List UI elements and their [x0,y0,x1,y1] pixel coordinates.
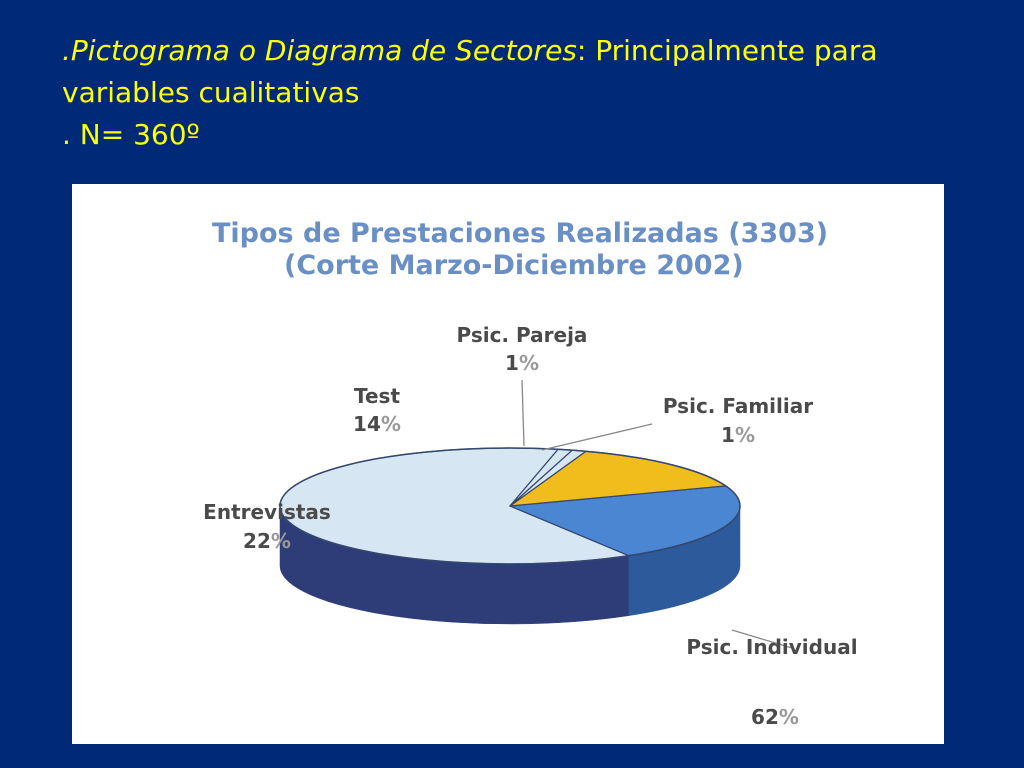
slice-label-entrevistas: Entrevistas [203,500,331,524]
slice-value-psic-pareja: 1% [505,351,539,375]
slice-value-number-psic-individual: 62 [751,705,779,729]
heading-line-1: .Pictograma o Diagrama de Sectores: Prin… [62,30,1012,72]
slide-heading: .Pictograma o Diagrama de Sectores: Prin… [62,30,1012,156]
pie-outline [279,447,741,565]
slice-label-psic-familiar: Psic. Familiar [663,394,813,418]
slice-value-psic-familiar: 1% [721,423,755,447]
pie-tops [279,447,741,565]
slice-value-number-entrevistas: 22 [243,529,271,553]
chart-title: Tipos de Prestaciones Realizadas (3303) [212,218,828,249]
slice-value-unit-test: % [381,412,401,436]
leader-line-psic-pareja [521,379,525,447]
heading-italic-text: .Pictograma o Diagrama de Sectores [62,34,577,67]
leader-line-psic-familiar [541,423,653,451]
heading-line-3: . N= 360º [62,118,200,151]
pie-leaders [521,379,793,649]
slice-value-unit-entrevistas: % [271,529,291,553]
slice-value-unit-psic-individual: % [779,705,799,729]
slice-value-test: 14% [353,412,401,436]
heading-line-2: variables cualitativas [62,76,360,109]
chart-subtitle: (Corte Marzo-Diciembre 2002) [284,250,744,281]
slice-label-psic-individual: Psic. Individual [686,635,857,659]
leader-line-psic-individual [731,629,793,649]
slice-value-unit-psic-pareja: % [519,351,539,375]
chart-panel: Tipos de Prestaciones Realizadas (3303) … [72,184,944,744]
slice-value-number-test: 14 [353,412,381,436]
slice-label-psic-pareja: Psic. Pareja [457,323,588,347]
slice-value-entrevistas: 22% [243,529,291,553]
slice-value-psic-individual: 62% [751,705,799,729]
slice-value-number-psic-familiar: 1 [721,423,735,447]
heading-rest-text: : Principalmente para [576,34,878,67]
pie-chart: Tipos de Prestaciones Realizadas (3303) … [203,218,857,729]
slice-label-test: Test [354,384,400,408]
slice-value-number-psic-pareja: 1 [505,351,519,375]
slice-value-unit-psic-familiar: % [735,423,755,447]
pie-labels: Psic. Individual 62% Entrevistas 22% Test 14%… [203,323,857,729]
